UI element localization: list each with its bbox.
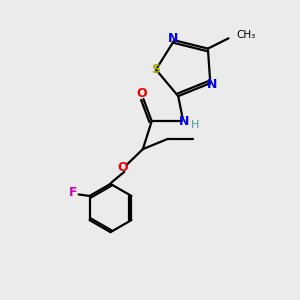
Text: H: H	[191, 120, 199, 130]
Text: CH₃: CH₃	[237, 30, 256, 40]
Text: F: F	[68, 187, 77, 200]
Text: O: O	[118, 161, 128, 174]
Text: S: S	[151, 62, 160, 76]
Text: N: N	[168, 32, 178, 45]
Text: N: N	[179, 115, 189, 128]
Text: O: O	[136, 87, 147, 100]
Text: N: N	[207, 78, 217, 91]
